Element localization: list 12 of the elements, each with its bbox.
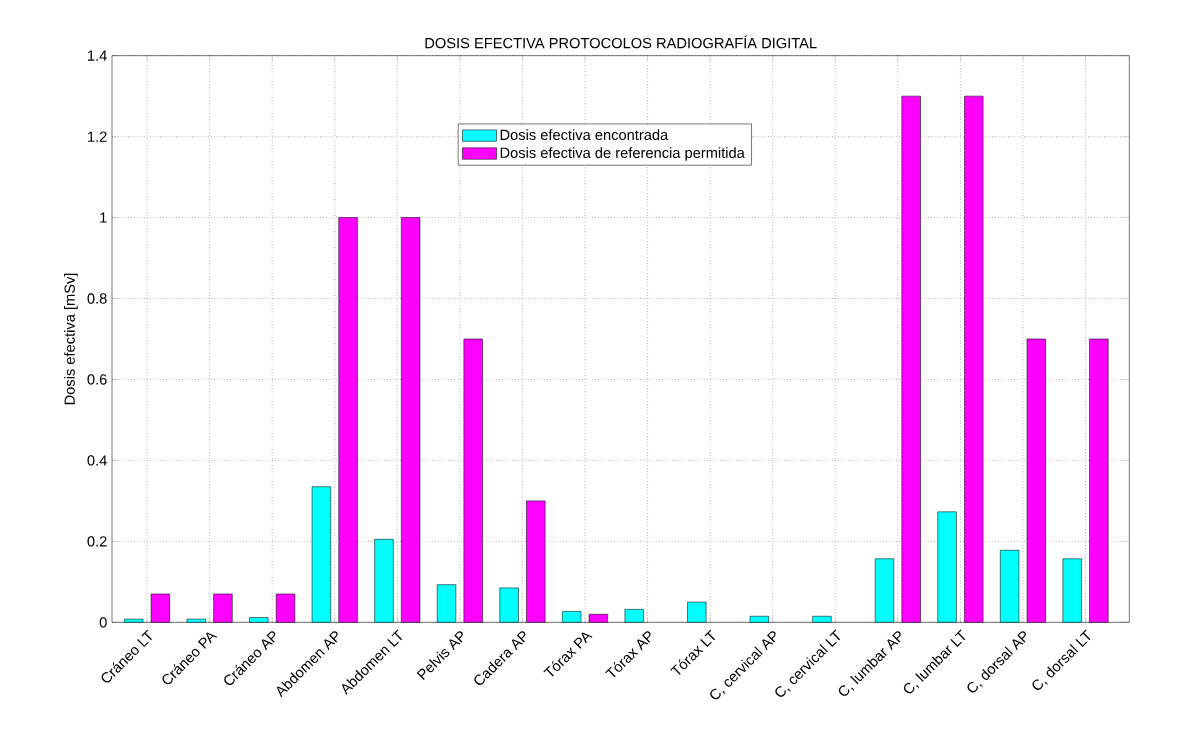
y-tick-label: 0.2: [87, 536, 107, 547]
y-tick-label: 1.4: [88, 50, 107, 61]
legend-label: Dosis efectiva encontrada: [500, 129, 669, 141]
y-axis-title: Dosis efectiva [mSv]: [64, 273, 78, 405]
chart-title: DOSIS EFECTIVA PROTOCOLOS RADIOGRAFÍA DIGITAL: [425, 35, 817, 49]
legend-label: Dosis efectiva de referencia permitida: [500, 147, 745, 161]
y-tick-label: 0.6: [87, 374, 107, 385]
y-tick-label: 0.8: [87, 293, 107, 304]
y-tick-label: 0.4: [87, 455, 107, 466]
y-tick-label: 0: [99, 617, 107, 628]
y-tick-label: 1: [100, 212, 107, 223]
y-tick-label: 1.2: [88, 131, 107, 142]
